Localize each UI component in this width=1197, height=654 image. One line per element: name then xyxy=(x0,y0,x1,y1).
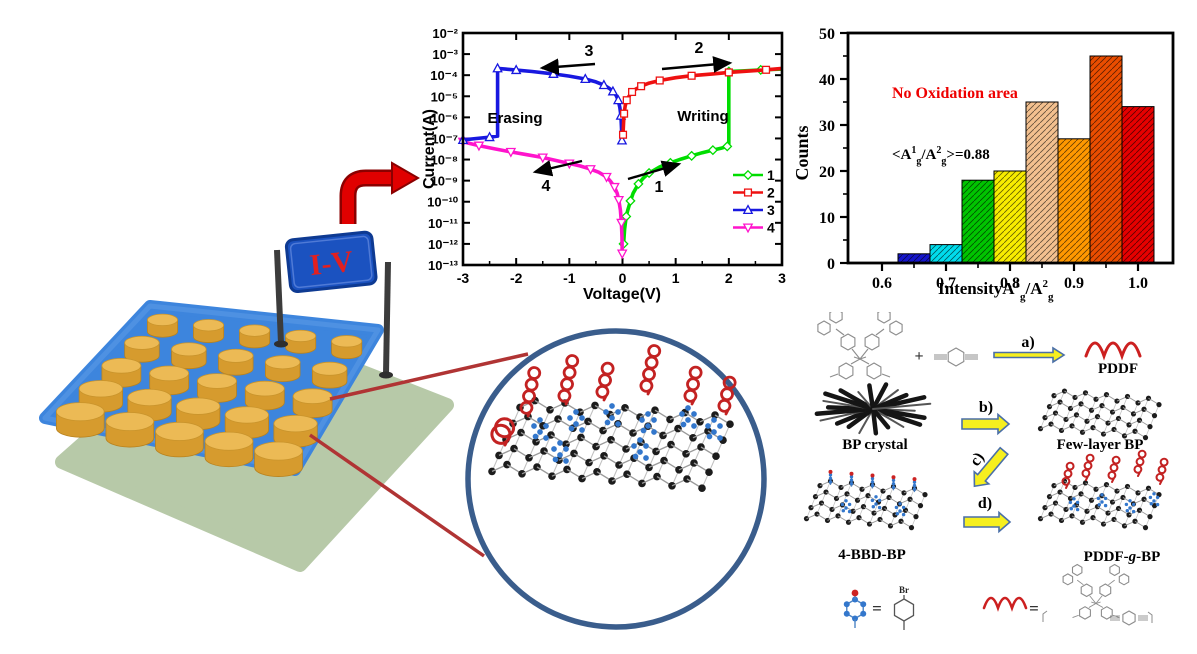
svg-text:0.9: 0.9 xyxy=(1064,275,1084,292)
legend-label-4: 4 xyxy=(767,220,775,236)
iv-xlabel: Voltage(V) xyxy=(583,286,661,303)
svg-text:10⁻²: 10⁻² xyxy=(432,26,458,41)
pddf-polymer-wave xyxy=(1084,341,1142,361)
svg-text:10⁻⁷: 10⁻⁷ xyxy=(431,131,458,146)
iv-ann-erasing: Erasing xyxy=(487,110,542,127)
svg-text:2: 2 xyxy=(725,270,733,286)
svg-text:-3: -3 xyxy=(457,270,470,286)
iv-plot-frame xyxy=(461,31,784,267)
flow-arrow xyxy=(339,161,421,224)
svg-text:10⁻¹³: 10⁻¹³ xyxy=(428,258,459,273)
histogram-frame xyxy=(846,31,1175,265)
bbd-molecule-symbol xyxy=(843,589,867,628)
svg-text:40: 40 xyxy=(819,72,835,89)
reaction-arrow-b xyxy=(961,412,1011,436)
svg-text:10⁻³: 10⁻³ xyxy=(432,47,458,62)
electrode-array xyxy=(55,313,363,477)
legend-label-1: 1 xyxy=(767,167,775,183)
few-layer-bp-cartoon xyxy=(1037,388,1162,441)
pddf-repeat-unit-structure xyxy=(1042,563,1153,626)
svg-text:0: 0 xyxy=(619,270,627,286)
pddf-wave-symbol xyxy=(982,596,1028,612)
iv-plot: -3 -2 -1 0 1 2 310⁻²10⁻³10⁻⁴10⁻⁵10⁻⁶10⁻⁷10⁻⁸10… xyxy=(421,26,786,303)
direction-arrow-1 xyxy=(627,160,682,181)
sign-stand xyxy=(274,249,393,379)
bp-crystal-label: BP crystal xyxy=(842,437,907,453)
svg-text:10⁻⁶: 10⁻⁶ xyxy=(431,110,458,125)
callout-line-top xyxy=(329,352,529,401)
callout-line-bottom xyxy=(309,433,485,558)
synthesis-scheme: + a) PDDF BP crystal b) Few-layer BP c) … xyxy=(803,312,1197,630)
iv-ann-2: 2 xyxy=(695,40,704,57)
legend-label-2: 2 xyxy=(767,185,775,201)
step-label-b: b) xyxy=(979,399,993,416)
bromotolyl-structure xyxy=(893,595,915,630)
pddf-g-bp-label: PDDF-g-BP xyxy=(1084,549,1161,565)
svg-text:3: 3 xyxy=(778,270,786,286)
monomer-structure xyxy=(817,312,903,380)
iv-series-3 xyxy=(462,66,624,142)
step-label-a: a) xyxy=(1021,334,1034,351)
svg-text:-1: -1 xyxy=(563,270,576,286)
raman-histogram: 0 10 20 30 40 50 0.6 0.7 0.8 0.9 1.0 Counts Intens… xyxy=(792,26,1175,303)
iv-sign-label: I-V xyxy=(308,245,355,282)
iv-ann-3: 3 xyxy=(585,43,594,60)
svg-text:-2: -2 xyxy=(510,270,523,286)
svg-text:10⁻⁹: 10⁻⁹ xyxy=(431,174,459,189)
svg-text:30: 30 xyxy=(819,118,835,135)
hist-ann-mean-ratio: <A1g/A2g>=0.88 xyxy=(892,145,990,167)
svg-text:50: 50 xyxy=(819,26,835,43)
iv-ann-4: 4 xyxy=(542,178,551,195)
br-label: Br xyxy=(899,585,909,595)
svg-text:0.8: 0.8 xyxy=(1000,275,1020,292)
svg-text:0.7: 0.7 xyxy=(936,275,956,292)
svg-text:0.6: 0.6 xyxy=(872,275,892,292)
bp-crystal-cartoon xyxy=(814,382,932,436)
iv-ylabel: Current(A) xyxy=(421,109,438,189)
svg-text:0: 0 xyxy=(827,256,835,273)
step-label-d: d) xyxy=(978,495,992,512)
equals-sign-2: = xyxy=(1029,599,1039,618)
svg-text:10⁻¹¹: 10⁻¹¹ xyxy=(428,216,458,231)
pddf-g-bp-cartoon xyxy=(1037,449,1168,531)
reaction-arrow-c xyxy=(973,446,1009,488)
svg-text:1: 1 xyxy=(672,270,680,286)
svg-text:10⁻¹⁰: 10⁻¹⁰ xyxy=(427,195,459,210)
pddf-label: PDDF xyxy=(1098,361,1138,377)
reaction-arrow-a xyxy=(993,346,1066,364)
iv-axis-ticks: -3 -2 -1 0 1 2 310⁻²10⁻³10⁻⁴10⁻⁵10⁻⁶10⁻⁷10⁻⁸10… xyxy=(427,26,786,286)
iv-ann-1: 1 xyxy=(655,179,664,196)
iv-sign: I-V xyxy=(284,230,378,294)
pddf-g-bp-inset-cartoon xyxy=(488,344,736,493)
hist-ann-no-oxidation: No Oxidation area xyxy=(892,85,1018,102)
svg-text:1.0: 1.0 xyxy=(1128,275,1148,292)
reaction-arrow-d xyxy=(963,510,1012,534)
plus-sign: + xyxy=(914,348,923,365)
four-bbd-bp-label: 4-BBD-BP xyxy=(838,547,906,563)
direction-arrow-3 xyxy=(539,58,596,76)
histogram-axis-ticks: 0 10 20 30 40 50 0.6 0.7 0.8 0.9 1.0 xyxy=(819,26,1148,292)
hist-xlabel: IntensityA1g/A2g xyxy=(938,278,1054,303)
iv-ann-writing: Writing xyxy=(677,108,728,125)
svg-text:10: 10 xyxy=(819,210,835,227)
equals-sign-1: = xyxy=(872,599,882,618)
svg-text:10⁻⁴: 10⁻⁴ xyxy=(430,68,458,83)
hist-ylabel: Counts xyxy=(792,125,812,180)
svg-text:10⁻¹²: 10⁻¹² xyxy=(428,237,459,252)
few-layer-bp-label: Few-layer BP xyxy=(1057,437,1144,453)
legend-label-3: 3 xyxy=(767,202,775,218)
iv-series-1 xyxy=(621,67,783,245)
iv-legend: 1 23 4 xyxy=(733,167,775,236)
diethynylbenzene-structure xyxy=(934,347,978,367)
histogram-bars xyxy=(897,55,1155,264)
four-bbd-bp-cartoon xyxy=(803,469,928,531)
direction-arrow-2 xyxy=(661,56,733,73)
svg-text:20: 20 xyxy=(819,164,835,181)
svg-text:10⁻⁸: 10⁻⁸ xyxy=(431,153,458,168)
svg-text:10⁻⁵: 10⁻⁵ xyxy=(431,89,458,104)
iv-curves xyxy=(457,62,783,260)
direction-arrow-4 xyxy=(532,159,583,177)
